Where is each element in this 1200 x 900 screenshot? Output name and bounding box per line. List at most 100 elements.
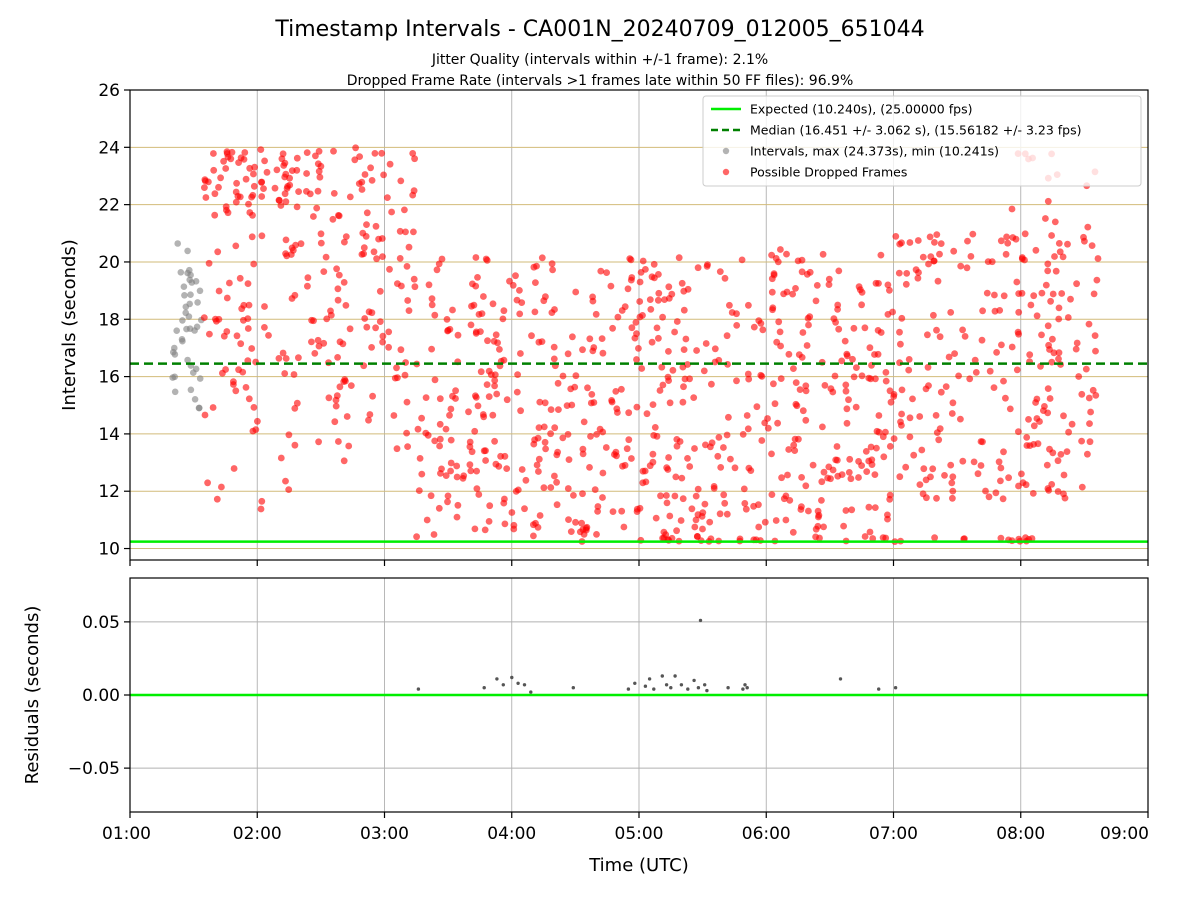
dropped-frame-point [925, 260, 932, 268]
residuals-y-ticks: −0.05 0.00 0.05 [68, 613, 130, 779]
dropped-frame-point [757, 320, 765, 327]
dropped-frame-point [655, 271, 662, 278]
residuals-y-tick-label: 0.05 [82, 613, 120, 633]
dropped-frame-point [567, 528, 575, 535]
dropped-frame-point [594, 503, 602, 510]
dropped-frame-point [933, 494, 940, 502]
dropped-frame-point [691, 445, 698, 452]
dropped-frame-point [403, 429, 410, 437]
dropped-frame-point [275, 196, 283, 204]
dropped-frame-point [679, 398, 687, 406]
x-tick-label: 07:00 [869, 824, 918, 844]
dropped-frame-point [548, 260, 556, 268]
dropped-frame-point [1002, 250, 1010, 258]
intervals-y-tick-label: 22 [98, 196, 120, 216]
dropped-frame-point [802, 416, 810, 424]
dropped-frame-point [1055, 355, 1062, 363]
dropped-frame-point [1046, 445, 1053, 453]
dropped-frame-point [291, 405, 299, 412]
dropped-frame-point [795, 435, 802, 443]
dropped-frame-point [436, 435, 444, 443]
dropped-frame-point [295, 354, 302, 362]
dropped-frame-point [1047, 297, 1054, 305]
residual-point [495, 677, 499, 681]
dropped-frame-point [245, 395, 253, 403]
intervals-y-tick-label: 16 [98, 368, 120, 388]
dropped-frame-point [372, 324, 379, 332]
dropped-frame-point [835, 267, 843, 275]
dropped-frame-point [785, 350, 793, 358]
dropped-frame-point [1027, 301, 1035, 309]
dropped-frame-point [978, 336, 986, 344]
dropped-frame-point [906, 433, 914, 441]
dropped-frame-point [222, 165, 230, 172]
dropped-frame-point [818, 478, 826, 486]
residual-point [482, 686, 486, 690]
dropped-frame-point [580, 531, 588, 538]
dropped-frame-point [802, 387, 810, 395]
dropped-frame-point [467, 467, 475, 475]
dropped-frame-point [768, 275, 776, 283]
dropped-frame-point [905, 356, 913, 363]
dropped-frame-point [608, 398, 616, 406]
dropped-frame-point [971, 356, 979, 364]
dropped-frame-point [484, 337, 491, 345]
dropped-frame-point [933, 231, 941, 239]
dropped-frame-point [1044, 322, 1052, 330]
dropped-frame-point [906, 239, 914, 246]
dropped-frame-point [998, 341, 1005, 349]
dropped-frame-point [731, 464, 739, 472]
dropped-frame-point [541, 438, 549, 446]
dropped-frame-point [919, 253, 927, 261]
dropped-frame-point [317, 230, 325, 238]
dropped-frame-point [358, 178, 366, 186]
dropped-frame-point [636, 504, 644, 512]
residual-point [741, 687, 745, 691]
dropped-frame-point [245, 200, 252, 208]
dropped-frame-point [895, 269, 903, 277]
dropped-frame-point [1015, 428, 1022, 436]
dropped-frame-point [798, 268, 806, 276]
dropped-frame-point [991, 291, 998, 299]
dropped-frame-point [678, 279, 686, 287]
dropped-frame-point [281, 190, 289, 198]
dropped-frame-point [669, 366, 677, 374]
dropped-frame-point [842, 381, 850, 389]
interval-point [184, 247, 191, 255]
dropped-frame-point [714, 452, 722, 460]
dropped-frame-point [516, 287, 523, 294]
dropped-frame-point [997, 237, 1005, 245]
dropped-frame-point [753, 403, 761, 411]
dropped-frame-point [1089, 386, 1097, 394]
dropped-frame-point [831, 372, 839, 380]
chart-subtitle-dropped: Dropped Frame Rate (intervals >1 frames … [347, 73, 854, 89]
dropped-frame-point [342, 233, 350, 241]
dropped-frame-point [964, 237, 971, 245]
dropped-frame-point [474, 274, 481, 281]
intervals-y-tick-label: 12 [98, 482, 120, 502]
intervals-y-axis-label: Intervals (seconds) [59, 239, 80, 411]
residual-point [745, 686, 749, 690]
dropped-frame-point [472, 254, 480, 261]
dropped-frame-point [470, 301, 478, 309]
dropped-frame-point [682, 335, 690, 343]
dropped-frame-point [875, 280, 882, 287]
dropped-frame-point [435, 504, 443, 512]
dropped-frame-point [572, 372, 580, 380]
dropped-frame-point [314, 160, 322, 168]
dropped-frame-point [503, 396, 511, 404]
dropped-frame-point [547, 430, 554, 438]
residuals-y-tick-label: 0.00 [82, 686, 120, 706]
residual-point [510, 675, 514, 680]
dropped-frame-point [680, 383, 687, 391]
dropped-frame-point [553, 501, 561, 509]
dropped-frame-point [1025, 416, 1032, 423]
dropped-frame-point [598, 335, 606, 342]
dropped-frame-point [991, 307, 999, 315]
legend-expected-label: Expected (10.240s), (25.00000 fps) [750, 102, 972, 117]
dropped-frame-point [1051, 253, 1058, 260]
dropped-frame-point [840, 522, 847, 530]
dropped-frame-point [959, 326, 966, 334]
dropped-frame-point [257, 505, 265, 513]
dropped-frame-point [892, 233, 900, 240]
